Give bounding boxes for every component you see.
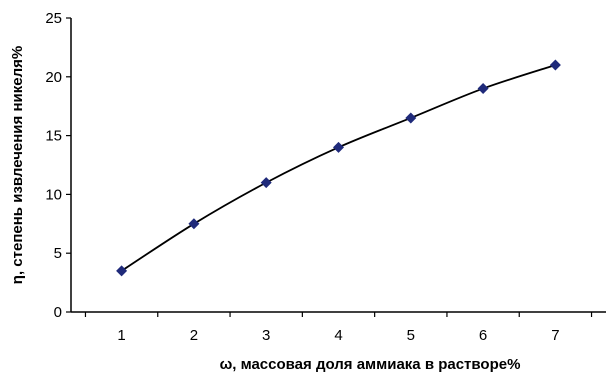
y-axis-title: η, степень извлечения никеля% (9, 46, 26, 284)
x-axis-title: ω, массовая доля аммиака в растворе% (220, 356, 521, 373)
x-tick-label: 6 (479, 327, 487, 344)
data-point-marker (333, 141, 344, 153)
data-point-marker (477, 83, 489, 95)
x-tick-label: 7 (551, 327, 559, 344)
data-point-marker (405, 112, 417, 124)
x-tick-label: 3 (262, 327, 270, 344)
data-markers (116, 59, 561, 277)
x-tick-label: 2 (190, 327, 198, 344)
x-tick-label: 5 (407, 327, 415, 344)
data-point-marker (549, 59, 561, 71)
y-tick-label: 15 (45, 128, 62, 145)
plot-area: 0 5 10 15 20 25 1 2 3 4 5 6 7 (45, 10, 606, 344)
y-tick-label: 20 (45, 69, 62, 86)
y-tick-label: 10 (45, 186, 62, 203)
y-ticks: 0 5 10 15 20 25 (45, 10, 71, 321)
x-tick-label: 1 (117, 327, 125, 344)
data-point-marker (260, 177, 272, 189)
y-tick-label: 25 (45, 10, 62, 27)
x-tick-label: 4 (334, 327, 342, 344)
data-point-marker (188, 218, 200, 230)
y-tick-label: 0 (54, 304, 62, 321)
x-ticks: 1 2 3 4 5 6 7 (84, 312, 593, 344)
y-tick-label: 5 (54, 245, 62, 262)
data-point-marker (116, 265, 128, 277)
series-line (121, 64, 556, 272)
